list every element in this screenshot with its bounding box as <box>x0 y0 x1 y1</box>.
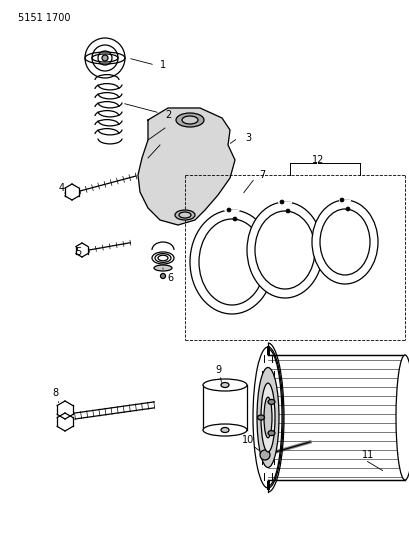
Circle shape <box>160 273 165 279</box>
Text: 11: 11 <box>361 450 373 460</box>
Text: 1: 1 <box>160 60 166 70</box>
Ellipse shape <box>246 202 322 298</box>
Circle shape <box>102 55 108 61</box>
Ellipse shape <box>263 397 271 438</box>
Ellipse shape <box>319 209 369 275</box>
Text: 8: 8 <box>52 388 58 398</box>
Ellipse shape <box>175 113 204 127</box>
Ellipse shape <box>189 210 273 314</box>
Ellipse shape <box>395 355 409 480</box>
Text: 7: 7 <box>258 170 265 180</box>
Text: 5: 5 <box>75 247 81 257</box>
Circle shape <box>259 450 270 460</box>
Ellipse shape <box>154 265 172 271</box>
Ellipse shape <box>182 116 198 124</box>
Ellipse shape <box>220 427 229 432</box>
Polygon shape <box>224 210 239 211</box>
Ellipse shape <box>198 219 264 305</box>
Ellipse shape <box>267 431 274 435</box>
Ellipse shape <box>202 379 246 391</box>
Circle shape <box>232 217 236 221</box>
Circle shape <box>339 198 343 202</box>
Text: 3: 3 <box>244 133 250 143</box>
Ellipse shape <box>179 212 191 218</box>
Text: 4: 4 <box>59 183 65 193</box>
Ellipse shape <box>267 399 274 405</box>
Ellipse shape <box>220 383 229 387</box>
Ellipse shape <box>175 210 195 220</box>
Ellipse shape <box>311 200 377 284</box>
Circle shape <box>227 208 230 212</box>
Ellipse shape <box>202 424 246 436</box>
Text: 9: 9 <box>214 365 220 375</box>
Circle shape <box>279 200 283 204</box>
Text: 10: 10 <box>241 435 254 445</box>
Text: 12: 12 <box>311 155 324 165</box>
Text: 2: 2 <box>164 110 171 120</box>
Ellipse shape <box>257 415 264 420</box>
Circle shape <box>285 209 289 213</box>
Circle shape <box>345 207 349 211</box>
Ellipse shape <box>261 383 274 452</box>
Text: 6: 6 <box>166 273 173 283</box>
Polygon shape <box>278 202 291 203</box>
Ellipse shape <box>254 211 314 289</box>
Text: 5151 1700: 5151 1700 <box>18 13 70 23</box>
Polygon shape <box>138 108 234 225</box>
Ellipse shape <box>256 367 278 467</box>
